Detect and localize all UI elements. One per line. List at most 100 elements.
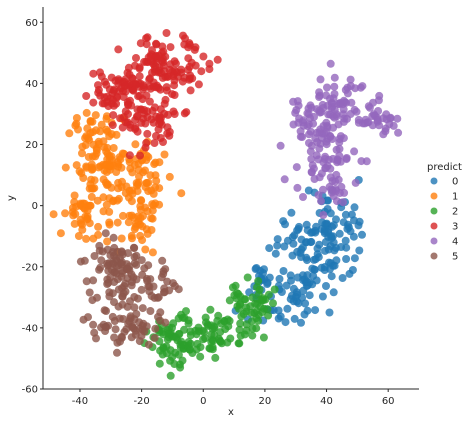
scatter-point (127, 101, 136, 110)
series-3-points (82, 29, 222, 160)
scatter-point (182, 307, 190, 316)
scatter-point (124, 319, 133, 328)
scatter-point (118, 123, 127, 132)
scatter-point (339, 198, 347, 207)
scatter-point (291, 108, 300, 117)
scatter-point (311, 255, 320, 264)
scatter-point (317, 197, 325, 206)
scatter-point (150, 103, 159, 112)
scatter-point (205, 59, 214, 68)
scatter-point (85, 184, 94, 193)
scatter-point (162, 342, 171, 351)
scatter-point (87, 192, 96, 201)
scatter-point (311, 306, 320, 315)
scatter-point (94, 230, 103, 239)
series-0-points (231, 176, 366, 327)
scatter-point (336, 132, 345, 141)
scatter-point (146, 307, 155, 315)
scatter-point (89, 69, 98, 78)
scatter-point (110, 243, 119, 252)
scatter-point (89, 98, 98, 107)
scatter-point (341, 236, 350, 245)
scatter-point (303, 271, 312, 280)
scatter-point (323, 101, 332, 110)
scatter-point (145, 282, 154, 291)
y-tick-label: 0 (32, 201, 38, 212)
scatter-point (339, 96, 348, 105)
scatter-point (301, 299, 310, 308)
scatter-point (72, 114, 81, 122)
scatter-point (166, 60, 175, 69)
scatter-point (107, 183, 116, 192)
scatter-point (138, 304, 147, 313)
scatter-point (178, 77, 187, 86)
scatter-point (114, 184, 123, 193)
scatter-point (132, 251, 141, 260)
scatter-point (186, 86, 195, 95)
scatter-point (259, 333, 268, 342)
scatter-point (163, 129, 172, 138)
legend-label: 0 (452, 177, 458, 188)
scatter-point (289, 239, 298, 248)
scatter-point (300, 310, 309, 319)
scatter-point (339, 110, 348, 119)
scatter-point (323, 83, 331, 92)
scatter-point (148, 200, 157, 209)
scatter-point (170, 282, 179, 290)
scatter-point (271, 249, 280, 258)
scatter-point (305, 130, 314, 139)
scatter-point (146, 275, 155, 284)
scatter-point (309, 119, 318, 128)
scatter-point (119, 211, 127, 220)
scatter-point (331, 177, 340, 186)
scatter-point (292, 163, 301, 172)
scatter-point (109, 233, 118, 242)
scatter-point (74, 232, 83, 240)
scatter-point (389, 121, 398, 130)
scatter-point (115, 314, 124, 323)
scatter-point (102, 307, 110, 315)
scatter-point (89, 276, 98, 285)
scatter-point (290, 314, 299, 323)
scatter-point (265, 273, 274, 282)
scatter-point (350, 147, 359, 156)
scatter-point (341, 210, 350, 219)
scatter-point (87, 160, 96, 169)
scatter-point (261, 295, 270, 304)
scatter-point (102, 200, 111, 209)
scatter-point (332, 256, 341, 265)
scatter-point (313, 244, 322, 253)
scatter-point (375, 91, 384, 100)
scatter-point (145, 82, 154, 91)
scatter-point (358, 230, 366, 239)
scatter-point (160, 150, 169, 159)
scatter-point (106, 273, 115, 282)
scatter-point (350, 254, 359, 263)
scatter-point (330, 73, 339, 82)
scatter-point (108, 289, 117, 298)
scatter-point (158, 256, 167, 265)
scatter-point (260, 304, 268, 313)
legend: predict 0 1 2 3 4 5 (427, 162, 462, 263)
scatter-point (147, 214, 156, 223)
scatter-point (166, 356, 175, 365)
scatter-point (112, 168, 121, 176)
scatter-point (128, 234, 136, 243)
scatter-point (70, 191, 79, 200)
scatter-point (155, 359, 164, 368)
scatter-point (137, 285, 146, 294)
scatter-point (165, 172, 174, 181)
scatter-point (113, 348, 121, 357)
scatter-point (117, 260, 126, 269)
scatter-point (129, 273, 138, 282)
scatter-point (328, 232, 337, 241)
scatter-point (127, 333, 136, 342)
scatter-point (76, 199, 85, 208)
scatter-point (269, 299, 277, 308)
legend-marker (430, 222, 438, 230)
x-tick-label: 20 (259, 396, 272, 407)
scatter-point (157, 273, 166, 282)
scatter-point (312, 151, 321, 160)
scatter-point (326, 59, 335, 68)
scatter-point (78, 142, 87, 151)
